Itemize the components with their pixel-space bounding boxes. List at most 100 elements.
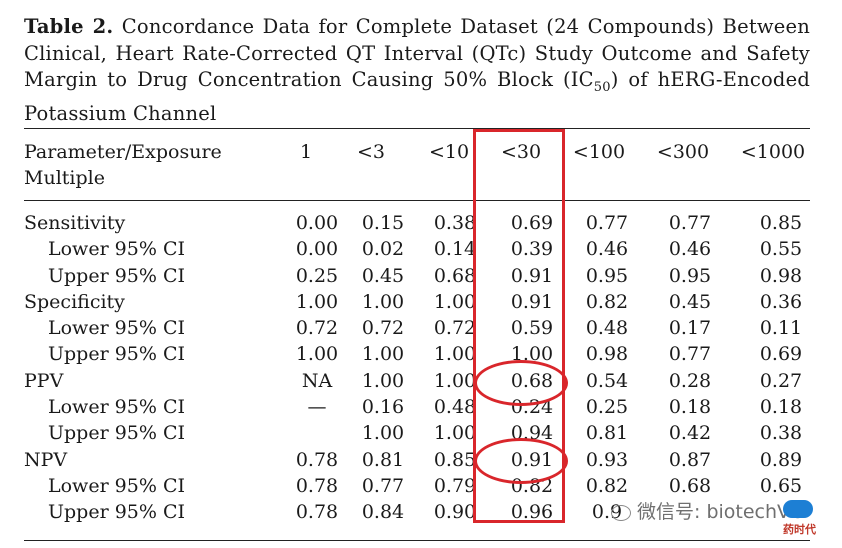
table-cell: 0.27 <box>759 369 803 392</box>
table-cell: 1.00 <box>433 369 477 392</box>
table-cell: 0.17 <box>668 317 712 340</box>
row-label: NPV <box>24 448 68 471</box>
table-cell: 0.68 <box>668 474 712 497</box>
table-cell: 0.55 <box>759 238 803 261</box>
table-cell: 0.96 <box>510 501 554 524</box>
table-row: Upper 95% CI 0.25 0.45 0.68 0.91 0.95 0.95 0.98 <box>24 263 828 289</box>
table-cell: 0.81 <box>361 448 405 471</box>
table-cell: 0.16 <box>361 396 405 419</box>
row-label: Upper 95% CI <box>48 264 186 287</box>
table-cell: 1.00 <box>433 290 477 313</box>
row-label: PPV <box>24 369 64 392</box>
table-cell: 0.28 <box>668 369 712 392</box>
table-cell: 0.78 <box>295 474 339 497</box>
table-cell: 0.18 <box>668 396 712 419</box>
wechat-icon <box>611 504 631 521</box>
caption-text-post: ) of hERG-Encoded Potassium Channel <box>24 68 810 126</box>
header-col-0: 1 <box>299 141 313 163</box>
table-row: Specificity 1.00 1.00 1.00 0.91 0.82 0.45 0.36 <box>24 289 828 315</box>
table-cell: 0.65 <box>759 474 803 497</box>
table-cell: 0.77 <box>361 474 405 497</box>
header-param-line2: Multiple <box>24 167 105 189</box>
table-cell: — <box>307 396 327 419</box>
table-cell: 0.39 <box>510 238 554 261</box>
header-col-5: <300 <box>656 141 710 163</box>
data-table: Sensitivity 0.00 0.15 0.38 0.69 0.77 0.77 0.85 L… <box>24 210 828 526</box>
table-cell: 1.00 <box>361 290 405 313</box>
table-row: Upper 95% CI 1.00 1.00 0.94 0.81 0.42 0.38 <box>24 420 828 446</box>
caption-text-pre: Concordance Data for Complete Dataset (2… <box>24 15 810 91</box>
table-row: Sensitivity 0.00 0.15 0.38 0.69 0.77 0.77 0.85 <box>24 210 828 236</box>
table-cell: 0.98 <box>759 264 803 287</box>
table-cell: 0.59 <box>510 317 554 340</box>
table-cell: 1.00 <box>361 422 405 445</box>
table-cell: 0.48 <box>433 396 477 419</box>
row-label: Upper 95% CI <box>48 501 186 524</box>
table-row: Upper 95% CI 0.78 0.84 0.90 0.96 0.9 <box>24 499 828 525</box>
table-cell: 1.00 <box>361 343 405 366</box>
table-cell: 0.45 <box>361 264 405 287</box>
table-cell: 0.78 <box>295 501 339 524</box>
table-cell: 0.98 <box>585 343 629 366</box>
table-cell: 0.84 <box>361 501 405 524</box>
table-cell: 0.46 <box>585 238 629 261</box>
table-caption: Table 2. Concordance Data for Complete D… <box>24 14 810 128</box>
table-cell: 1.00 <box>295 290 339 313</box>
table-cell: NA <box>301 369 333 392</box>
table-cell: 1.00 <box>433 422 477 445</box>
table-cell: 0.78 <box>295 448 339 471</box>
top-rule <box>24 128 810 129</box>
row-label: Upper 95% CI <box>48 422 186 445</box>
table-cell: 0.82 <box>585 290 629 313</box>
watermark: 微信号: biotechVC <box>611 497 803 524</box>
row-label: Lower 95% CI <box>48 317 185 340</box>
table-cell: 0.36 <box>759 290 803 313</box>
table-row: PPV NA 1.00 1.00 0.68 0.54 0.28 0.27 <box>24 368 828 394</box>
table-cell: 0.11 <box>759 317 803 340</box>
table-cell: 0.02 <box>361 238 405 261</box>
table-cell: 1.00 <box>433 343 477 366</box>
row-label: Upper 95% CI <box>48 343 186 366</box>
table-cell: 0.72 <box>433 317 477 340</box>
logo: 药时代 <box>783 500 823 540</box>
table-cell: 0.95 <box>668 264 712 287</box>
table-cell: 0.38 <box>759 422 803 445</box>
table-cell: 0.69 <box>510 212 554 234</box>
row-label: Lower 95% CI <box>48 238 185 261</box>
logo-badge <box>783 500 813 518</box>
table-cell: 0.95 <box>585 264 629 287</box>
table-cell: 0.54 <box>585 369 629 392</box>
table-cell: 0.77 <box>668 343 712 366</box>
logo-text: 药时代 <box>783 523 816 536</box>
table-cell: 0.38 <box>433 212 477 234</box>
table-cell: 0.68 <box>433 264 477 287</box>
table-row: Lower 95% CI —0.16 0.48 0.24 0.25 0.18 0.18 <box>24 394 828 420</box>
table-cell: 0.46 <box>668 238 712 261</box>
table-cell: 0.81 <box>585 422 629 445</box>
table-cell: 0.00 <box>295 238 339 261</box>
table-cell: 0.15 <box>361 212 405 234</box>
table-cell: 0.82 <box>585 474 629 497</box>
table-cell: 0.89 <box>759 448 803 471</box>
table-row: Lower 95% CI 0.00 0.02 0.14 0.39 0.46 0.46 0.55 <box>24 236 828 262</box>
highlight-oval-npv <box>474 438 568 484</box>
table-cell: 0.72 <box>361 317 405 340</box>
header-param: Parameter/Exposure Multiple <box>24 139 222 191</box>
header-col-3: <30 <box>500 141 542 163</box>
table-cell: 0.69 <box>759 343 803 366</box>
table-cell: 0.79 <box>433 474 477 497</box>
caption-label: Table 2. <box>24 15 114 38</box>
header-col-6: <1000 <box>740 141 806 163</box>
table-cell: 0.91 <box>510 290 554 313</box>
table-cell <box>282 420 352 446</box>
header-col-2: <10 <box>428 141 470 163</box>
table-row: Upper 95% CI 1.00 1.00 1.00 1.00 0.98 0.77 0.69 <box>24 341 828 367</box>
header-col-1: <3 <box>356 141 385 163</box>
table-cell: 0.00 <box>295 212 339 234</box>
header-rule <box>24 200 810 201</box>
table-cell: 0.25 <box>295 264 339 287</box>
table-cell: 0.18 <box>759 396 803 419</box>
table-cell: 0.87 <box>668 448 712 471</box>
watermark-text: 微信号: biotechVC <box>637 501 804 523</box>
highlight-oval-ppv <box>474 360 568 406</box>
